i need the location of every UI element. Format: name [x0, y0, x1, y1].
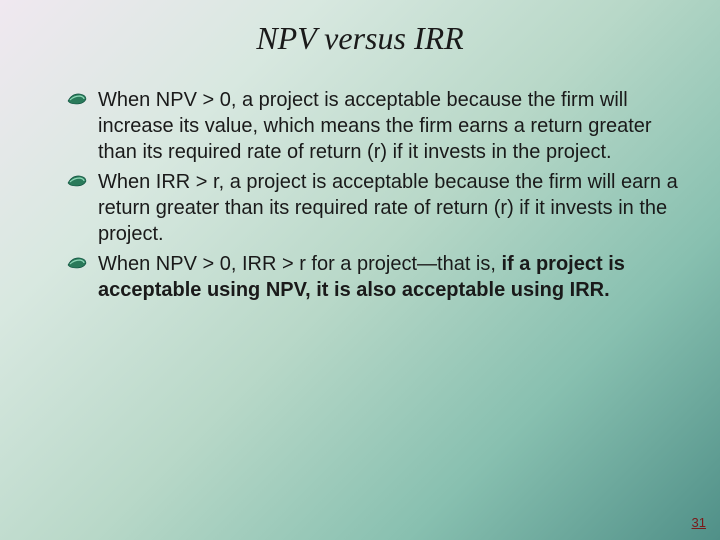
page-number: 31	[692, 515, 706, 530]
leaf-icon	[66, 173, 88, 189]
leaf-icon	[66, 91, 88, 107]
bullet-text: When NPV > 0, a project is acceptable be…	[98, 89, 652, 163]
list-item: When NPV > 0, a project is acceptable be…	[70, 87, 680, 165]
slide-title: NPV versus IRR	[40, 20, 680, 57]
bullet-text: When NPV > 0, IRR > r for a project—that…	[98, 253, 502, 275]
bullet-text: When IRR > r, a project is acceptable be…	[98, 171, 678, 245]
list-item: When IRR > r, a project is acceptable be…	[70, 169, 680, 247]
list-item: When NPV > 0, IRR > r for a project—that…	[70, 251, 680, 303]
bullet-list: When NPV > 0, a project is acceptable be…	[40, 87, 680, 303]
leaf-icon	[66, 255, 88, 271]
slide: NPV versus IRR When NPV > 0, a project i…	[0, 0, 720, 540]
